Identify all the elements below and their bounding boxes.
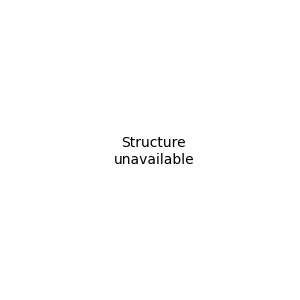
Text: Structure
unavailable: Structure unavailable <box>113 136 194 166</box>
